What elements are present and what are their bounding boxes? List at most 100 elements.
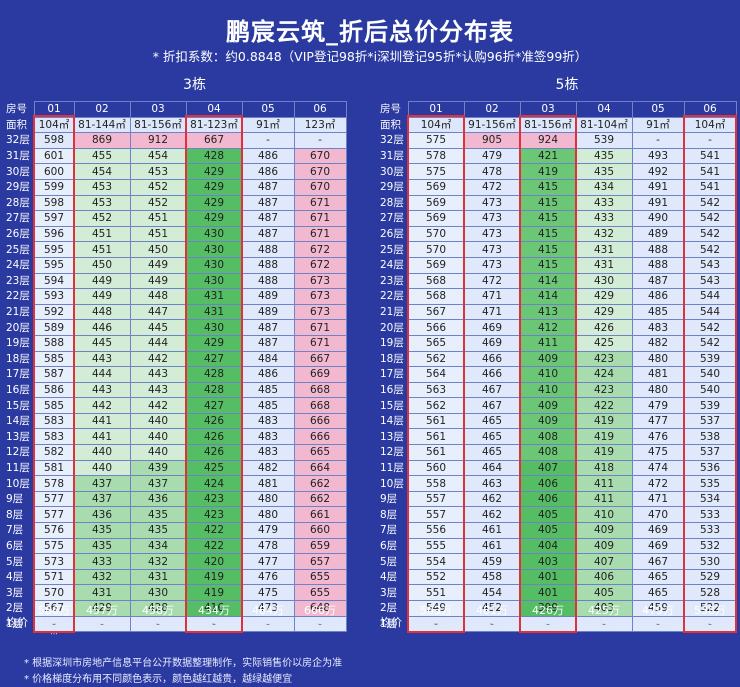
price-cell: 661	[293, 506, 347, 524]
price-cell: 539	[575, 132, 633, 149]
floor-label: 3层	[6, 586, 24, 599]
price-cell: 575	[407, 163, 465, 180]
price-cell: 415	[519, 225, 577, 243]
price-cell: 452	[129, 178, 187, 196]
price-cell: 556	[407, 522, 465, 539]
price-cell: 406	[519, 490, 577, 508]
price-cell: 542	[683, 334, 737, 352]
price-cell: 478	[463, 163, 521, 180]
price-cell: 578	[33, 475, 75, 492]
price-cell: 424	[185, 475, 243, 492]
floor-label: 22层	[380, 290, 404, 303]
floor-row: 18层 562 466 409 423 480 539	[378, 350, 737, 368]
price-cell: 405	[575, 584, 633, 601]
floor-row: 15层 585 442 442 427 485 668	[4, 397, 347, 414]
price-cell: 429	[185, 210, 243, 227]
floor-label: 7层	[380, 524, 398, 537]
unit-area: 123㎡	[293, 116, 347, 134]
floor-label: 11层	[6, 461, 30, 474]
price-cell: 429	[575, 303, 633, 321]
price-cell: 905	[463, 132, 521, 149]
price-cell: 445	[73, 334, 131, 352]
price-cell: 544	[683, 288, 737, 305]
price-cell: 588	[33, 334, 75, 352]
floor-row: 12层 561 465 408 419 475 537	[378, 444, 737, 461]
price-cell: 473	[463, 210, 521, 227]
floor-label: 16层	[380, 383, 404, 396]
price-cell: 435	[575, 163, 633, 180]
price-cell: 532	[683, 537, 737, 555]
floor-row: 23层 594 449 449 430 488 673	[4, 272, 347, 290]
price-cell: 564	[407, 366, 465, 383]
floor-row: 21层 567 471 413 429 485 544	[378, 303, 737, 321]
price-cell: 466	[463, 350, 521, 368]
price-cell: 429	[73, 600, 131, 617]
floor-label: 10层	[380, 477, 404, 490]
price-cell: 465	[463, 444, 521, 461]
average-price: 484万 53322元/㎡	[242, 604, 294, 627]
price-cell: 660	[293, 522, 347, 539]
price-cell: 473	[463, 225, 521, 243]
price-cell: 444	[73, 366, 131, 383]
floor-row: 32层 598 869 912 667- -	[4, 132, 347, 149]
floor-label: 12层	[6, 446, 30, 459]
floor-row: 7层 556 461 405 409 469 533	[378, 522, 737, 539]
floor-label: 25层	[380, 243, 404, 256]
price-cell: 655	[293, 584, 347, 601]
price-cell: 439	[129, 459, 187, 477]
price-cell: 596	[33, 225, 75, 243]
floor-row: 13层 583 441 440 426 483 666	[4, 428, 347, 446]
floor-row: 27层 569 473 415 433 490 542	[378, 210, 737, 227]
price-cell: 450	[129, 241, 187, 258]
price-cell: 473	[463, 194, 521, 212]
floor-label: 24层	[380, 259, 404, 272]
price-cell: 422	[185, 537, 243, 555]
price-cell: 487	[241, 225, 295, 243]
price-cell: 597	[33, 210, 75, 227]
floor-label: 29层	[6, 181, 30, 194]
price-cell: 419	[575, 412, 633, 430]
price-cell: 587	[33, 366, 75, 383]
price-cell: 425	[185, 459, 243, 477]
building-5-price-table: 房号 01 02 03 04 05 06 面积 104㎡ 91-156㎡ 81-156㎡ 81-104…	[378, 101, 737, 633]
price-cell: 662	[293, 490, 347, 508]
price-cell: 448	[129, 288, 187, 305]
unit-number: 03	[519, 101, 577, 118]
floor-label: 26层	[380, 228, 404, 241]
price-cell: 443	[73, 381, 131, 399]
price-cell: 489	[241, 303, 295, 321]
floor-label: 9层	[6, 493, 24, 506]
price-cell: 542	[683, 194, 737, 212]
floor-label: 20层	[380, 321, 404, 334]
unit-area: 104㎡	[683, 116, 737, 134]
price-cell: 419	[185, 568, 243, 586]
floor-label: 17层	[380, 368, 404, 381]
price-cell: 482	[631, 334, 685, 352]
price-cell: 430	[185, 256, 243, 274]
price-cell: 430	[185, 319, 243, 336]
floor-row: 25层 595 451 450 430 488 672	[4, 241, 347, 258]
unit-number: 06	[683, 101, 737, 118]
price-cell: 478	[241, 537, 295, 555]
price-cell: 423	[575, 381, 633, 399]
price-cell: 474	[631, 459, 685, 477]
price-cell: 576	[33, 522, 75, 539]
floor-label: 20层	[6, 321, 30, 334]
floor-label: 1层	[380, 617, 398, 630]
floor-label: 1层	[6, 617, 24, 630]
floor-label: 10层	[6, 477, 30, 490]
floor-label: 17层	[6, 368, 30, 381]
floor-label: 28层	[380, 196, 404, 209]
price-cell: 535	[683, 475, 737, 492]
price-cell: 567	[407, 303, 465, 321]
price-cell: 543	[683, 256, 737, 274]
price-cell: 424	[575, 366, 633, 383]
price-cell: 461	[463, 537, 521, 555]
price-cell: -	[73, 615, 131, 633]
price-cell: 431	[575, 256, 633, 274]
price-cell: 534	[683, 490, 737, 508]
floor-row: 11层 560 464 407 418 474 536	[378, 459, 737, 477]
price-cell: 441	[73, 428, 131, 446]
price-cell: 433	[73, 553, 131, 570]
price-cell: 409	[575, 522, 633, 539]
